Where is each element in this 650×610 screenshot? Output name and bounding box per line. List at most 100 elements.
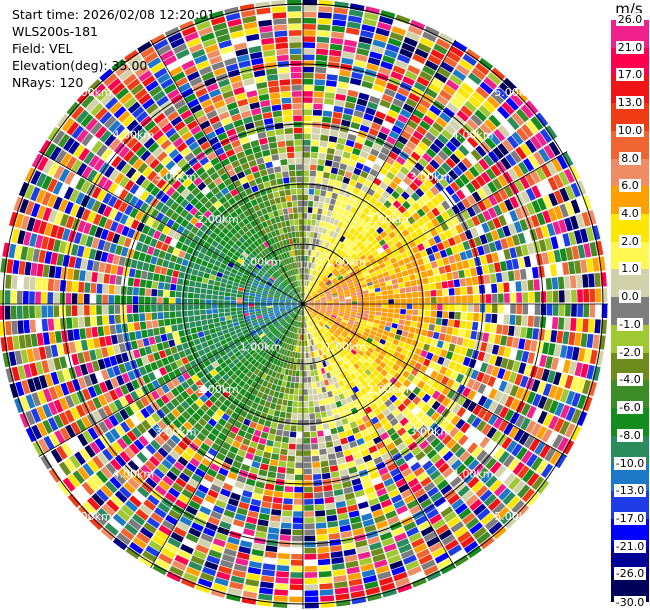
velocity-gate-ray (247, 446, 256, 455)
velocity-gate-ray (253, 537, 266, 545)
velocity-gate-ray (476, 212, 486, 224)
velocity-gate-ray (390, 71, 404, 81)
velocity-gate-ray (138, 93, 188, 153)
velocity-gate-ray (82, 430, 94, 444)
elevation-label: Elevation(deg): 35.00 (12, 58, 148, 73)
velocity-gate-ray (292, 237, 297, 244)
velocity-gate-ray (217, 182, 293, 290)
velocity-gate-ray (455, 373, 465, 384)
velocity-gate-ray (105, 462, 118, 475)
velocity-gate-ray (303, 193, 358, 304)
velocity-gate-ray (118, 201, 129, 213)
velocity-gate-ray (491, 293, 498, 303)
velocity-gate-ray (343, 548, 357, 557)
range-ring-label: 4.00km (113, 468, 155, 481)
velocity-gate-ray (160, 334, 168, 342)
velocity-gate-ray (385, 510, 427, 588)
velocity-gate-ray (147, 427, 158, 439)
velocity-gate-ray (440, 484, 453, 496)
velocity-gate-ray (407, 25, 423, 36)
range-ring-label: 4.00km (452, 468, 494, 481)
velocity-gate-ray (441, 280, 454, 289)
velocity-gate-ray (400, 549, 415, 560)
range-ring-label: 4.00km (452, 128, 494, 141)
velocity-gate-ray (351, 426, 360, 435)
velocity-gate-ray (303, 176, 392, 304)
velocity-gate-ray (326, 19, 347, 87)
velocity-gate-ray (375, 565, 390, 574)
velocity-gate-ray (406, 110, 469, 181)
velocity-gate-ray (289, 48, 302, 55)
velocity-gate-ray (122, 115, 193, 188)
velocity-gate-ray (405, 70, 433, 108)
velocity-gate-ray (303, 304, 360, 480)
velocity-gate-ray (97, 189, 171, 235)
velocity-gate-ray (378, 102, 459, 204)
velocity-gate-ray (303, 304, 400, 498)
velocity-gate-ray (200, 309, 300, 452)
velocity-gate-ray (198, 93, 210, 103)
velocity-gate-ray (532, 393, 576, 422)
velocity-gate-ray (175, 477, 187, 488)
velocity-gate-ray (318, 570, 332, 578)
velocity-gate-ray (180, 456, 234, 555)
velocity-gate-ray (56, 113, 70, 129)
velocity-gate-ray (261, 501, 272, 509)
velocity-gate-ray (343, 39, 358, 54)
velocity-gate-ray (114, 305, 121, 314)
velocity-gate-ray (437, 91, 505, 161)
velocity-gate-ray (294, 133, 303, 177)
velocity-gate-ray (170, 116, 183, 127)
velocity-gate-ray (266, 74, 279, 82)
velocity-gate-ray (248, 507, 271, 569)
velocity-gate-ray (236, 185, 303, 304)
velocity-gate-ray (120, 527, 135, 541)
velocity-gate-ray (364, 368, 372, 376)
velocity-gate-ray (60, 378, 81, 396)
velocity-gate-ray (114, 472, 127, 485)
velocity-gate-ray (446, 208, 456, 218)
velocity-gate-ray (569, 215, 579, 230)
velocity-gate-ray (397, 427, 407, 437)
velocity-gate-ray (2, 242, 59, 265)
velocity-gate-ray (53, 381, 108, 413)
velocity-gate-ray (516, 108, 529, 123)
velocity-gate-ray (175, 215, 294, 298)
azimuth-line (150, 39, 304, 305)
velocity-gate-ray (389, 394, 454, 462)
velocity-gate-ray (530, 214, 540, 228)
velocity-gate-ray (523, 255, 532, 268)
velocity-gate-ray (126, 430, 138, 442)
velocity-gate-ray (163, 105, 176, 117)
velocity-gate-ray (325, 312, 354, 326)
range-ring-label: 5.00km (70, 86, 112, 99)
velocity-gate-ray (41, 304, 304, 318)
velocity-gate-ray (503, 454, 515, 468)
velocity-gate-ray (92, 83, 106, 97)
velocity-gate-ray (32, 341, 77, 361)
velocity-gate-ray (433, 426, 444, 437)
velocity-gate-ray (132, 106, 149, 123)
velocity-gate-ray (388, 108, 412, 140)
velocity-gate-ray (161, 155, 184, 179)
velocity-gate-ray (190, 104, 239, 183)
velocity-gate-ray (359, 357, 434, 428)
velocity-gate-ray (290, 66, 302, 97)
velocity-gate-ray (575, 213, 585, 229)
velocity-gate-ray (420, 476, 472, 543)
velocity-gate-ray (378, 467, 408, 515)
velocity-gate-ray (531, 197, 547, 213)
velocity-gate-ray (458, 328, 592, 363)
velocity-gate-ray (418, 310, 595, 333)
start-time-label: Start time: 2026/02/08 12:20:01 (12, 7, 216, 22)
velocity-gate-ray (65, 156, 77, 170)
velocity-gate-ray (589, 288, 596, 303)
velocity-gate-ray (456, 171, 491, 201)
velocity-gate-ray (209, 115, 236, 158)
velocity-gate-ray (153, 454, 177, 479)
velocity-gate-ray (267, 294, 274, 298)
velocity-gate-ray (94, 107, 139, 149)
velocity-gate-ray (30, 170, 107, 215)
velocity-gate-ray (303, 304, 457, 450)
velocity-gate-ray (135, 128, 295, 296)
